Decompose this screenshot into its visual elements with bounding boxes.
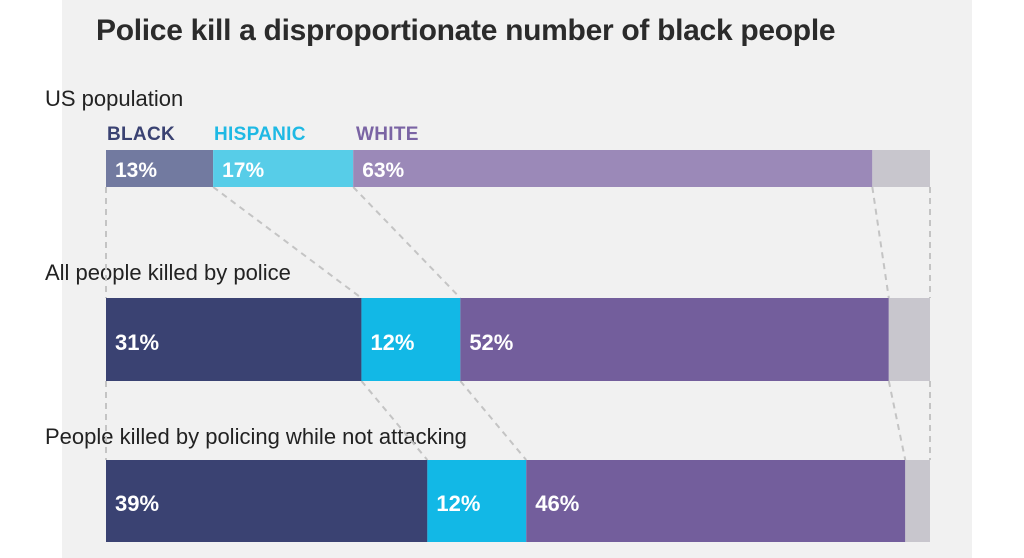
data-label-row2-hispanic: 12% <box>370 330 414 355</box>
connector-line <box>360 380 429 461</box>
data-label-row2-white: 52% <box>469 330 513 355</box>
data-label-row1-hispanic: 17% <box>222 159 264 182</box>
row-label-all-killed: All people killed by police <box>45 260 291 285</box>
row-label-us-population: US population <box>45 86 184 111</box>
bar-segment-row2-white <box>460 298 889 381</box>
legend-white: WHITE <box>356 124 419 145</box>
chart-title: Police kill a disproportionate number of… <box>96 14 836 47</box>
legend-black: BLACK <box>107 124 175 145</box>
data-label-row1-black: 13% <box>115 159 157 182</box>
bar-segment-row2-other <box>888 298 930 381</box>
data-label-row3-white: 46% <box>535 491 579 516</box>
bar-segment-row2-hispanic <box>361 298 461 381</box>
bar-segment-row2-black <box>106 298 362 381</box>
bar-segment-row1-black <box>106 150 214 187</box>
data-label-row3-black: 39% <box>115 491 159 516</box>
connector-line <box>352 186 462 299</box>
bar-segment-row3-white <box>526 460 906 542</box>
bar-segment-row1-other <box>872 150 930 187</box>
row-label-not-attacking: People killed by policing while not atta… <box>45 424 467 449</box>
connector-line <box>887 380 907 461</box>
bar-segment-row3-other <box>905 460 930 542</box>
connector-line <box>212 186 363 299</box>
connector-line <box>871 186 890 299</box>
bar-segment-row1-white <box>353 150 873 187</box>
bar-segment-row3-black <box>106 460 428 542</box>
bar-segment-row1-hispanic <box>213 150 354 187</box>
legend-hispanic: HISPANIC <box>214 124 306 145</box>
connector-line <box>459 380 528 461</box>
data-label-row1-white: 63% <box>362 159 404 182</box>
bar-segment-row3-hispanic <box>427 460 527 542</box>
data-label-row2-black: 31% <box>115 330 159 355</box>
data-label-row3-hispanic: 12% <box>436 491 480 516</box>
